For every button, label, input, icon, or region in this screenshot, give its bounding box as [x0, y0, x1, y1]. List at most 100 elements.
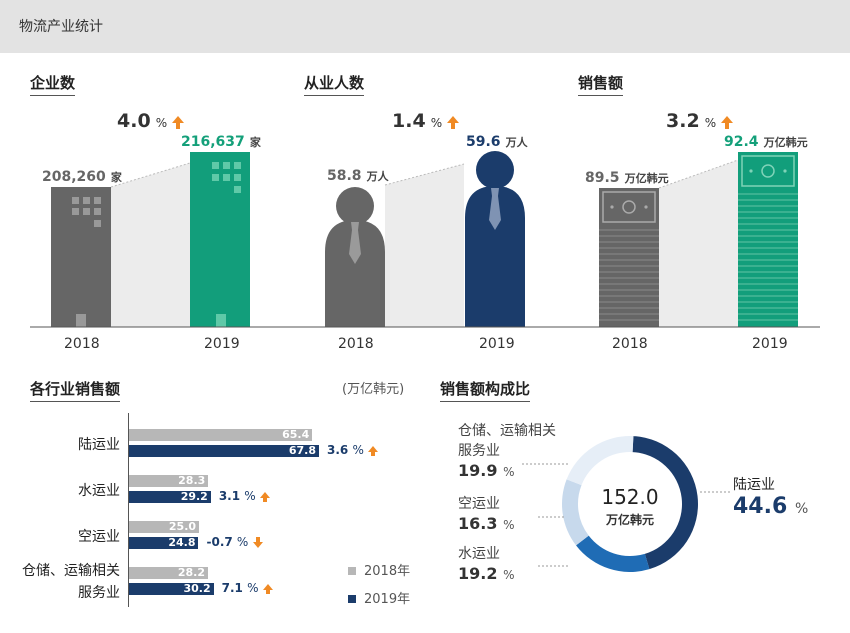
arrow-up-icon	[721, 116, 734, 129]
slice-name: 服务业	[458, 443, 500, 459]
bar-2019	[129, 491, 211, 503]
legend-2018: 2018年	[348, 560, 410, 579]
page-title: 物流产业统计	[19, 19, 103, 35]
trend-shadow-companies	[111, 163, 190, 327]
kpi-value-2018-sales: 89.5 万亿韩元	[585, 167, 669, 186]
unit-label: 万人	[366, 170, 389, 183]
bar-growth-label: 7.1 %	[222, 581, 273, 595]
kpi-title-employees: 从业人数	[304, 72, 365, 96]
bar-growth-label: -0.7 %	[206, 535, 263, 549]
bar-2019	[129, 445, 319, 457]
kpi-graphics	[30, 151, 820, 328]
bar-category-label: 空运业	[78, 529, 120, 545]
bar-2019	[129, 583, 214, 595]
growth-value: 1.4	[392, 110, 426, 132]
year-label: 2019	[752, 336, 788, 352]
building-icon-2019	[190, 152, 250, 327]
bar-2019	[129, 537, 199, 549]
arrow-up-icon	[262, 584, 273, 594]
legend-swatch	[348, 595, 356, 603]
bar-value-label: 65.4	[282, 428, 310, 441]
bar-growth-label: 3.1 %	[219, 489, 270, 503]
bar-2018	[129, 521, 200, 533]
slice-pct: 19.2 %	[458, 564, 515, 583]
legend-label: 2018年	[364, 564, 411, 579]
building-icon-2018	[51, 187, 111, 327]
page-header: 物流产业统计	[0, 0, 850, 53]
value-2018: 89.5	[585, 170, 620, 186]
slice-pct: 19.9 %	[458, 461, 515, 480]
banknote-stack-icon-2018	[599, 188, 659, 327]
bar-axis	[128, 413, 129, 607]
bar-value-label: 25.0	[168, 520, 197, 533]
slice-name: 陆运业	[733, 477, 775, 493]
year-label: 2019	[479, 336, 515, 352]
donut-center-value: 152.0	[601, 485, 659, 509]
slice-name: 仓储、运输相关	[458, 423, 556, 439]
bar-value-label: 67.8	[288, 444, 316, 457]
kpi-growth-sales: 3.2 %	[666, 110, 734, 132]
kpi-value-2018-companies: 208,260 家	[42, 166, 122, 185]
year-label: 2018	[338, 336, 374, 352]
value-2018: 208,260	[42, 169, 106, 185]
trend-shadow-sales	[659, 160, 738, 327]
person-icon-2018	[325, 187, 385, 327]
arrow-up-icon	[368, 446, 379, 456]
arrow-up-icon	[172, 116, 185, 129]
kpi-growth-employees: 1.4 %	[392, 110, 460, 132]
slice-label-land: 陆运业 44.6 %	[733, 474, 808, 519]
bar-category-label: 水运业	[78, 483, 120, 499]
value-2019: 216,637	[181, 134, 245, 150]
kpi-growth-companies: 4.0 %	[117, 110, 185, 132]
donut-slice	[566, 436, 634, 486]
kpi-title-sales: 销售额	[578, 72, 624, 96]
unit-label: 家	[110, 171, 122, 184]
bar-category-label: 仓储、运输相关 服务业	[22, 563, 120, 601]
growth-unit: %	[155, 116, 168, 130]
growth-unit: %	[704, 116, 717, 130]
kpi-value-2018-employees: 58.8 万人	[327, 165, 389, 184]
unit-label: 万亿韩元	[624, 172, 669, 185]
bar-value-label: 30.2	[183, 582, 211, 595]
kpi-value-2019-employees: 59.6 万人	[466, 131, 528, 150]
growth-value: 4.0	[117, 110, 151, 132]
kpi-value-2019-sales: 92.4 万亿韩元	[724, 131, 808, 150]
value-2019: 92.4	[724, 134, 759, 150]
arrow-down-icon	[252, 537, 263, 548]
bar-2018	[129, 475, 209, 487]
year-label: 2018	[64, 336, 100, 352]
year-label: 2018	[612, 336, 648, 352]
bar-value-label: 24.8	[168, 536, 196, 549]
legend-label: 2019年	[364, 592, 411, 607]
bar-category-label: 陆运业	[78, 437, 120, 453]
arrow-up-icon	[447, 116, 460, 129]
bar-value-label: 28.2	[177, 566, 206, 579]
person-icon-2019	[465, 151, 525, 327]
growth-value: 3.2	[666, 110, 700, 132]
bar-value-label: 29.2	[180, 490, 208, 503]
industry-sales-title: 各行业销售额	[30, 378, 121, 402]
value-2018: 58.8	[327, 168, 362, 184]
bar-2018	[129, 429, 313, 441]
unit-label: 万亿韩元	[763, 136, 808, 149]
donut-center: 152.0 万亿韩元	[565, 485, 695, 528]
trend-shadow-employees	[385, 164, 464, 327]
slice-pct: 44.6 %	[733, 494, 809, 519]
composition-title: 销售额构成比	[440, 378, 531, 402]
value-2019: 59.6	[466, 134, 501, 150]
legend-swatch	[348, 567, 356, 575]
legend-2019: 2019年	[348, 588, 410, 607]
unit-label: 家	[249, 136, 261, 149]
slice-label-air: 空运业 16.3 %	[458, 494, 514, 535]
bar-2018	[129, 567, 209, 579]
slice-name: 空运业	[458, 496, 500, 512]
unit-label: 万人	[505, 136, 528, 149]
donut-center-unit: 万亿韩元	[605, 513, 654, 527]
growth-unit: %	[430, 116, 443, 130]
banknote-stack-icon-2019	[738, 152, 798, 327]
donut-slice	[632, 436, 698, 570]
slice-pct: 16.3 %	[458, 514, 515, 533]
donut-chart	[522, 436, 730, 572]
donut-slice	[562, 479, 589, 546]
